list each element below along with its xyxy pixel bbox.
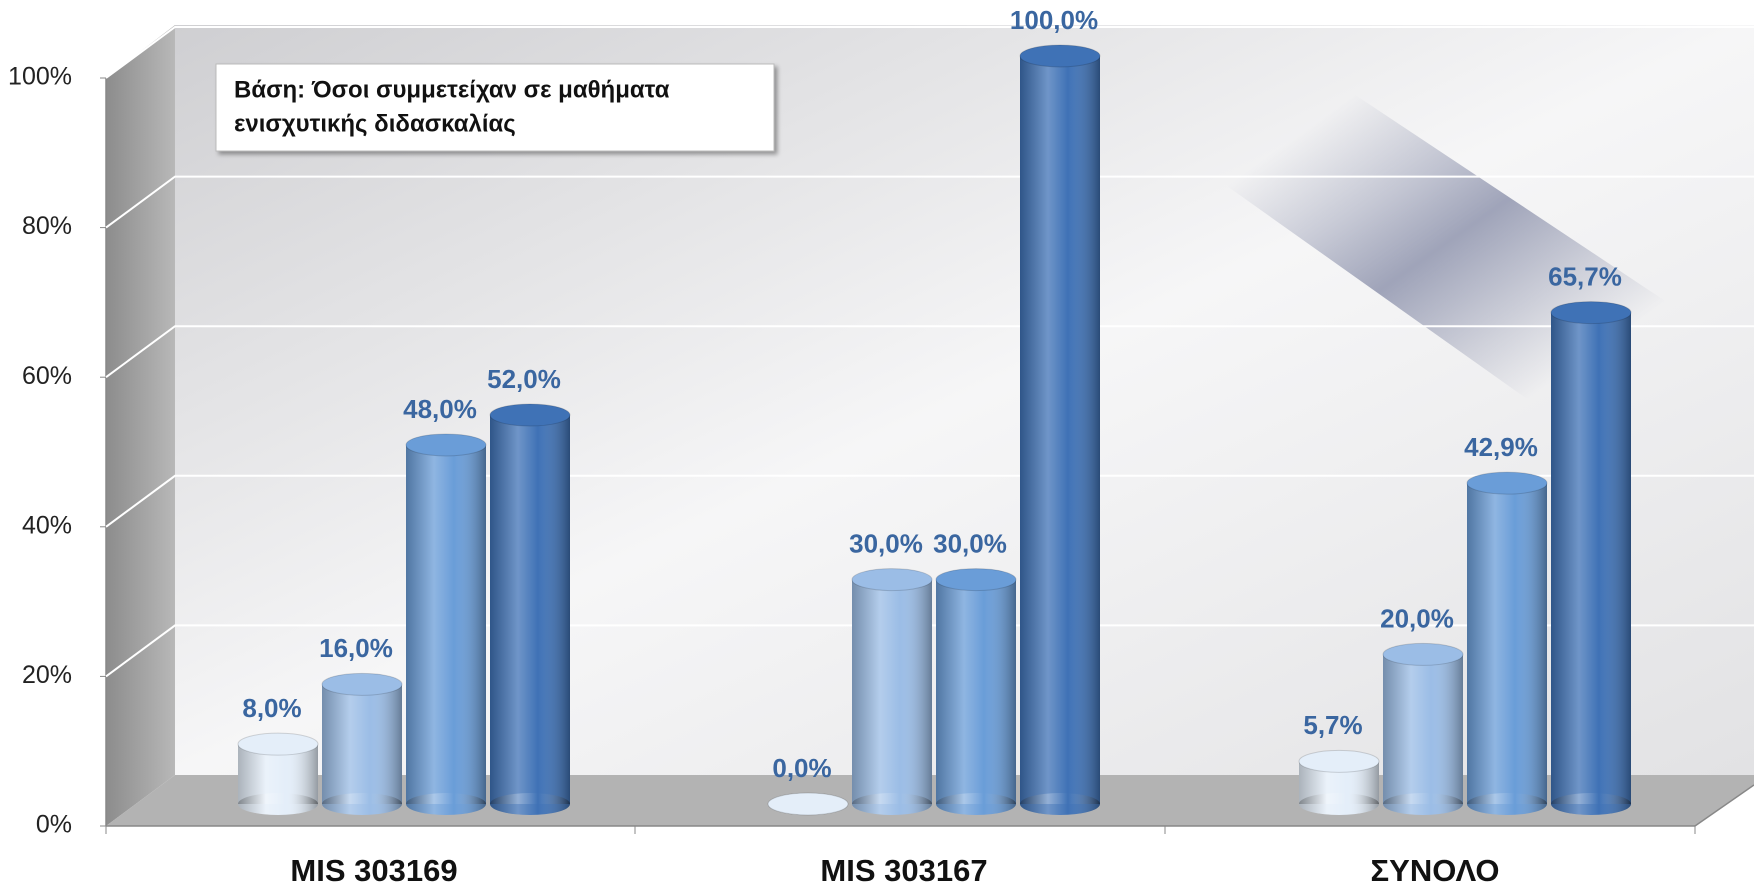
- bar-shade: [490, 415, 570, 804]
- value-label: 65,7%: [1548, 261, 1622, 291]
- bar-top: [489, 403, 571, 427]
- y-tick-label: 80%: [22, 212, 72, 240]
- bar-shade: [852, 579, 932, 804]
- grid-line: [105, 624, 1754, 678]
- grid-line: [105, 474, 1754, 528]
- value-label: 30,0%: [933, 528, 1007, 558]
- bar-top: [1466, 471, 1548, 495]
- bar-top: [935, 568, 1017, 592]
- bar-base-shade: [406, 793, 486, 815]
- y-tick-label: 60%: [22, 362, 72, 390]
- bar-top: [767, 792, 849, 816]
- bar-top: [237, 732, 319, 756]
- bar-shade: [1020, 56, 1100, 804]
- bar-shade: [406, 444, 486, 804]
- bar-base-shade: [1467, 793, 1547, 815]
- y-tick-label: 0%: [36, 811, 72, 839]
- value-label: 16,0%: [319, 633, 393, 663]
- value-label: 100,0%: [1010, 5, 1098, 35]
- value-label: 0,0%: [772, 753, 831, 783]
- bar-shade: [1383, 654, 1463, 804]
- value-label: 20,0%: [1380, 603, 1454, 633]
- x-axis-side: [1694, 784, 1754, 827]
- bar-shade: [1467, 483, 1547, 804]
- value-label: 5,7%: [1303, 710, 1362, 740]
- left-wall: [106, 25, 175, 826]
- annotation: Βάση: Όσοι συμμετείχαν σε μαθήματα: [234, 76, 670, 103]
- bar-shade: [1551, 312, 1631, 804]
- bar-top: [851, 568, 933, 592]
- value-label: 30,0%: [849, 528, 923, 558]
- bar-top: [1298, 749, 1380, 773]
- bar-base-shade: [238, 793, 318, 815]
- y-tick-label: 20%: [22, 661, 72, 689]
- bar-base-shade: [490, 793, 570, 815]
- bar-base-shade: [936, 793, 1016, 815]
- grid-line: [105, 175, 1754, 229]
- bar-top: [321, 672, 403, 696]
- bar-shade: [322, 684, 402, 804]
- annotation: ενισχυτικής διδασκαλίας: [234, 110, 516, 137]
- bar-base-shade: [1020, 793, 1100, 815]
- bar-top: [1550, 301, 1632, 325]
- grid-line: [105, 26, 1754, 79]
- value-label: 48,0%: [403, 394, 477, 424]
- x-tick-label: MIS 303167: [820, 853, 987, 888]
- value-label: 42,9%: [1464, 432, 1538, 462]
- bar-base-shade: [852, 793, 932, 815]
- bar-top: [1382, 642, 1464, 666]
- annotation-box: [215, 63, 775, 152]
- bar-base-shade: [1299, 793, 1379, 815]
- y-tick-label: 40%: [22, 511, 72, 539]
- bar-base-shade: [322, 793, 402, 815]
- grid-line: [105, 325, 1754, 379]
- bar-top: [405, 433, 487, 457]
- bar-top: [1019, 44, 1101, 68]
- value-label: 52,0%: [487, 364, 561, 394]
- x-tick-label: ΣΥΝΟΛΟ: [1371, 853, 1500, 888]
- x-tick-label: MIS 303169: [290, 853, 457, 888]
- bar-base-shade: [1551, 793, 1631, 815]
- bar-base-shade: [1383, 793, 1463, 815]
- bar-shade: [936, 579, 1016, 804]
- y-tick-label: 100%: [8, 63, 72, 91]
- value-label: 8,0%: [242, 693, 301, 723]
